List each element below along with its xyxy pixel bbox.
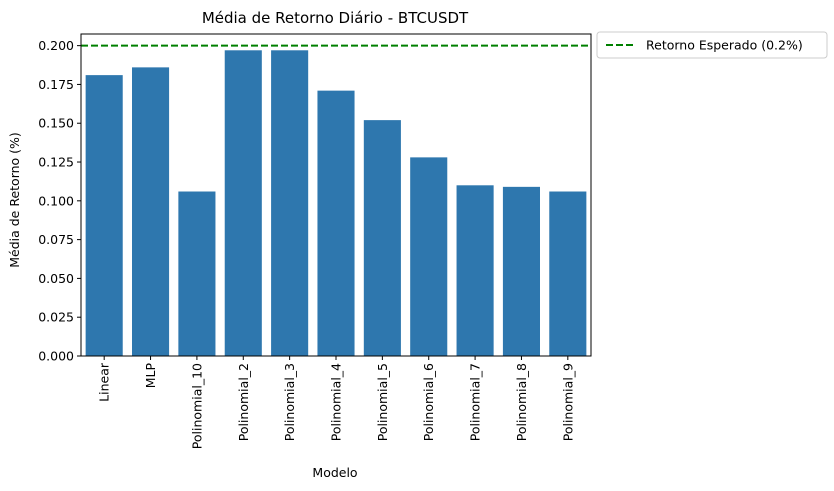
y-tick-label: 0.075 bbox=[38, 232, 74, 247]
bar bbox=[224, 50, 262, 356]
y-axis-title: Média de Retorno (%) bbox=[7, 132, 22, 268]
y-tick-label: 0.050 bbox=[38, 271, 74, 286]
bar bbox=[549, 191, 587, 356]
x-tick-label: Linear bbox=[97, 362, 112, 402]
y-axis: 0.000 0.025 0.050 0.075 0.100 0.125 0.150 0.175… bbox=[38, 38, 81, 364]
x-tick-label: Polinomial_8 bbox=[514, 363, 529, 441]
x-tick-label: Polinomial_10 bbox=[189, 363, 204, 449]
y-tick-label: 0.200 bbox=[38, 38, 74, 53]
bar bbox=[85, 75, 123, 356]
x-tick-label: Polinomial_4 bbox=[329, 363, 344, 441]
y-tick-label: 0.025 bbox=[38, 310, 74, 325]
bar bbox=[363, 120, 401, 356]
bar bbox=[410, 157, 448, 356]
bar bbox=[271, 50, 309, 356]
bar bbox=[132, 67, 170, 356]
x-tick-label: Polinomial_3 bbox=[282, 363, 297, 441]
y-tick-label: 0.125 bbox=[38, 155, 74, 170]
bar bbox=[178, 191, 216, 356]
x-axis-title: Modelo bbox=[312, 465, 357, 480]
x-tick-label: Polinomial_2 bbox=[236, 363, 251, 441]
bars-layer bbox=[85, 50, 587, 356]
x-axis: Linear MLP Polinomial_10 Polinomial_2 Polino… bbox=[97, 356, 575, 449]
bar bbox=[456, 185, 494, 356]
legend-label: Retorno Esperado (0.2%) bbox=[646, 38, 803, 53]
chart-title: Média de Retorno Diário - BTCUSDT bbox=[202, 9, 469, 27]
legend-frame bbox=[596, 31, 828, 59]
bar bbox=[317, 90, 355, 356]
x-tick-label: Polinomial_6 bbox=[421, 363, 436, 441]
x-tick-label: Polinomial_9 bbox=[560, 363, 575, 441]
legend: Retorno Esperado (0.2%) bbox=[596, 31, 828, 59]
y-tick-label: 0.175 bbox=[38, 77, 74, 92]
bar bbox=[502, 186, 540, 356]
x-tick-label: MLP bbox=[143, 363, 158, 389]
y-tick-label: 0.100 bbox=[38, 193, 74, 208]
y-tick-label: 0.000 bbox=[38, 349, 74, 364]
y-tick-label: 0.150 bbox=[38, 116, 74, 131]
x-tick-label: Polinomial_5 bbox=[375, 363, 390, 441]
x-tick-label: Polinomial_7 bbox=[468, 363, 483, 441]
